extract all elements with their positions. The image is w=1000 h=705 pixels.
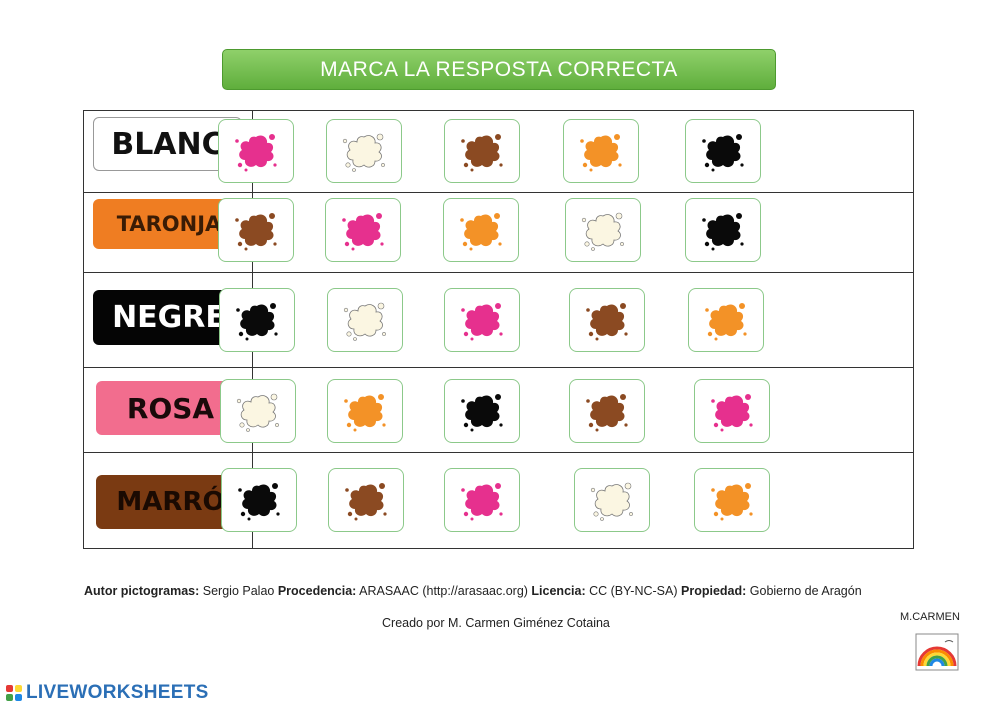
option-orange-splat[interactable] <box>327 379 403 443</box>
pink-paint-splat-icon <box>461 483 503 521</box>
orange-paint-splat-icon <box>580 134 622 172</box>
option-black-splat[interactable] <box>444 379 520 443</box>
credit-owner-key: Propiedad: <box>681 584 747 598</box>
option-brown-splat[interactable] <box>444 119 520 183</box>
rainbow-icon <box>915 633 959 671</box>
pink-paint-splat-icon <box>461 303 503 341</box>
option-pink-splat[interactable] <box>218 119 294 183</box>
row-divider <box>84 452 913 453</box>
author-signature: M.CARMEN <box>900 611 960 623</box>
orange-paint-splat-icon <box>711 483 753 521</box>
color-label-0: BLANC <box>93 117 242 171</box>
option-brown-splat[interactable] <box>218 198 294 262</box>
cream-paint-splat-icon <box>236 393 279 432</box>
option-cream-splat[interactable] <box>326 119 402 183</box>
option-pink-splat[interactable] <box>325 198 401 262</box>
credit-source-key: Procedencia: <box>277 584 357 598</box>
option-brown-splat[interactable] <box>569 288 645 352</box>
option-brown-splat[interactable] <box>569 379 645 443</box>
row-divider <box>84 367 913 368</box>
option-brown-splat[interactable] <box>328 468 404 532</box>
option-pink-splat[interactable] <box>694 379 770 443</box>
answer-grid: BLANC TARONJA <box>83 110 914 549</box>
black-paint-splat-icon <box>236 303 278 341</box>
cream-paint-splat-icon <box>342 133 385 172</box>
orange-paint-splat-icon <box>344 394 386 432</box>
pink-paint-splat-icon <box>711 394 753 432</box>
row-divider <box>84 272 913 273</box>
brown-paint-splat-icon <box>586 394 628 432</box>
black-paint-splat-icon <box>238 483 280 521</box>
cream-paint-splat-icon <box>343 302 386 341</box>
brown-paint-splat-icon <box>235 213 277 251</box>
row-divider <box>84 192 913 193</box>
orange-paint-splat-icon <box>705 303 747 341</box>
option-pink-splat[interactable] <box>444 468 520 532</box>
option-black-splat[interactable] <box>221 468 297 532</box>
option-cream-splat[interactable] <box>574 468 650 532</box>
brown-paint-splat-icon <box>586 303 628 341</box>
credit-author-key: Autor pictogramas: <box>84 584 200 598</box>
credits-line: Autor pictogramas: Sergio Palao Proceden… <box>84 584 862 598</box>
credit-license-key: Licencia: <box>531 584 586 598</box>
option-orange-splat[interactable] <box>694 468 770 532</box>
black-paint-splat-icon <box>702 134 744 172</box>
option-cream-splat[interactable] <box>565 198 641 262</box>
title-text: MARCA LA RESPOSTA CORRECTA <box>320 57 678 81</box>
option-black-splat[interactable] <box>685 198 761 262</box>
liveworksheets-logo[interactable]: LIVEWORKSHEETS <box>6 682 209 704</box>
pink-paint-splat-icon <box>235 134 277 172</box>
brand-squares-icon <box>6 685 23 701</box>
option-black-splat[interactable] <box>685 119 761 183</box>
option-orange-splat[interactable] <box>443 198 519 262</box>
black-paint-splat-icon <box>702 213 744 251</box>
credit-author-value: Sergio Palao <box>199 584 278 598</box>
option-cream-splat[interactable] <box>220 379 296 443</box>
brown-paint-splat-icon <box>461 134 503 172</box>
credit-license-value: CC (BY-NC-SA) <box>585 584 681 598</box>
option-black-splat[interactable] <box>219 288 295 352</box>
option-cream-splat[interactable] <box>327 288 403 352</box>
brand-text: LIVEWORKSHEETS <box>26 682 209 703</box>
color-label-4: MARRÓ <box>96 475 245 529</box>
option-orange-splat[interactable] <box>563 119 639 183</box>
credit-source-value: ARASAAC (http://arasaac.org) <box>356 584 532 598</box>
created-by: Creado por M. Carmen Giménez Cotaina <box>382 616 610 630</box>
orange-paint-splat-icon <box>460 213 502 251</box>
title-bar: MARCA LA RESPOSTA CORRECTA <box>222 49 776 90</box>
option-pink-splat[interactable] <box>444 288 520 352</box>
brown-paint-splat-icon <box>345 483 387 521</box>
cream-paint-splat-icon <box>581 212 624 251</box>
black-paint-splat-icon <box>461 394 503 432</box>
option-orange-splat[interactable] <box>688 288 764 352</box>
pink-paint-splat-icon <box>342 213 384 251</box>
cream-paint-splat-icon <box>590 482 633 521</box>
credit-owner-value: Gobierno de Aragón <box>746 584 862 598</box>
